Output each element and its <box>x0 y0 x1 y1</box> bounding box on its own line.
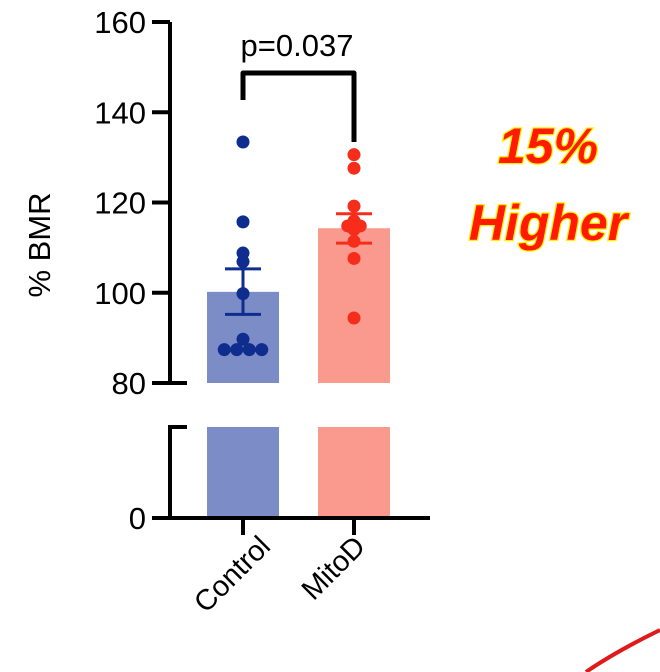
callout-line-1: 15% <box>498 118 598 174</box>
data-point-mitod <box>347 199 361 213</box>
y-tick-label-0: 0 <box>129 501 146 536</box>
data-point-control <box>217 343 231 357</box>
p-value-annotation: p=0.037 <box>241 28 354 63</box>
x-tick-label-mitod: MitoD <box>296 530 372 606</box>
data-point-mitod <box>347 234 361 248</box>
y-axis-label: % BMR <box>22 192 57 297</box>
data-point-mitod <box>347 223 361 237</box>
data-point-control <box>236 255 250 269</box>
data-point-mitod <box>347 148 361 162</box>
data-point-mitod <box>347 251 361 265</box>
callout-line-2: Higher <box>469 195 630 251</box>
data-points-layer <box>217 135 367 357</box>
data-point-control <box>230 343 244 357</box>
data-point-control <box>242 343 256 357</box>
data-point-control <box>236 332 250 346</box>
data-point-control <box>236 287 250 301</box>
y-tick-labels: 0 80 100 120 140 160 <box>94 5 146 536</box>
y-tick-label-120: 120 <box>94 186 146 221</box>
x-tick-label-control: Control <box>188 530 277 619</box>
y-tick-label-80: 80 <box>112 366 146 401</box>
y-tick-label-140: 140 <box>94 95 146 130</box>
bar-lower-mitod <box>318 427 390 518</box>
annotation-curve <box>584 628 660 672</box>
y-tick-label-160: 160 <box>94 5 146 40</box>
data-point-mitod <box>347 311 361 325</box>
y-tick-label-100: 100 <box>94 276 146 311</box>
significance-bracket <box>240 70 357 142</box>
bars-layer <box>207 228 390 518</box>
data-point-control <box>255 343 269 357</box>
data-point-mitod <box>347 161 361 175</box>
data-point-control <box>236 135 250 149</box>
y-axis <box>152 20 430 535</box>
data-point-control <box>236 215 250 229</box>
bar-upper-mitod <box>318 228 390 383</box>
bar-lower-control <box>207 427 279 518</box>
